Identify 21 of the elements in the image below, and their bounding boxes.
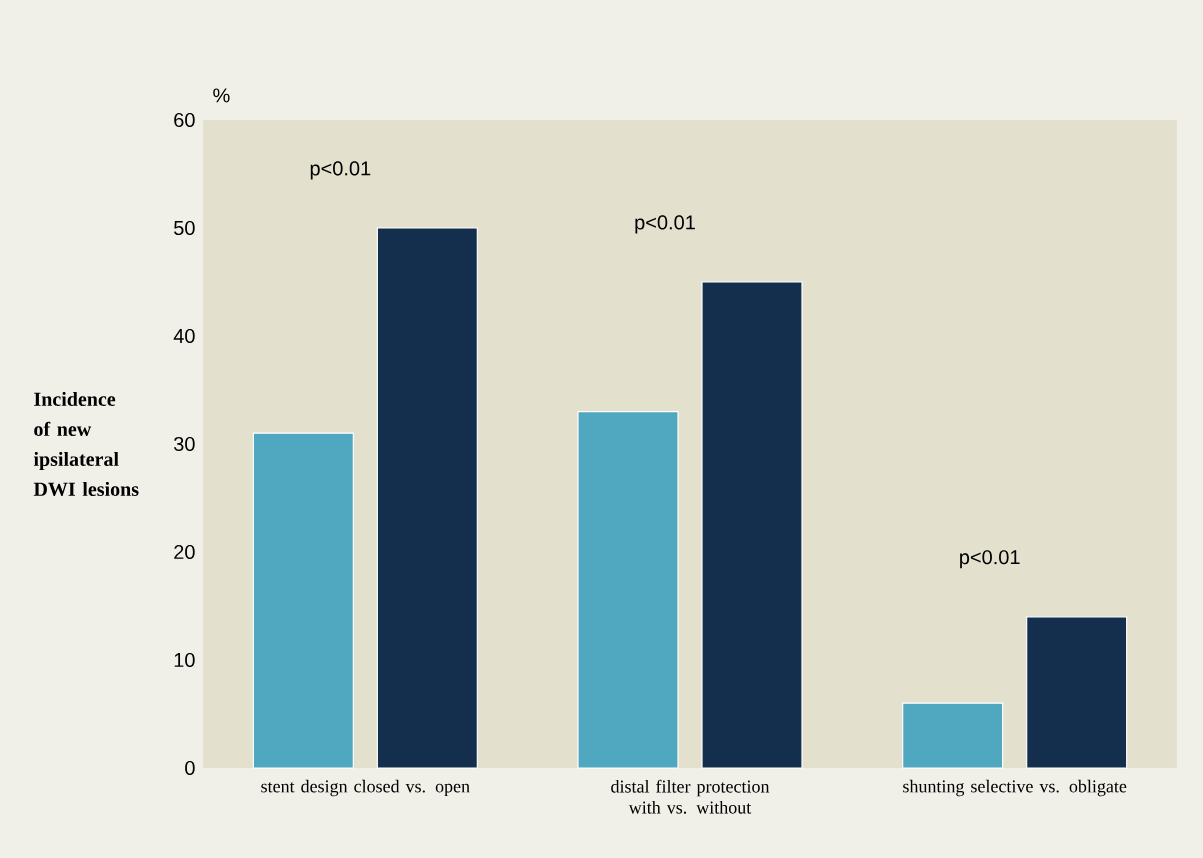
y-tick-label: 0 xyxy=(185,760,195,776)
annotation: p<0.01 xyxy=(310,161,371,180)
y-tick-label: 20 xyxy=(174,544,195,560)
bar xyxy=(1026,616,1128,769)
bar xyxy=(577,410,679,769)
bar xyxy=(701,281,803,769)
bar xyxy=(902,702,1004,769)
y-tick-label: 50 xyxy=(174,220,195,236)
x-tick-label: shunting selective vs. obligate xyxy=(903,779,1127,797)
annotation: p<0.01 xyxy=(635,215,695,234)
y-tick-label: 40 xyxy=(173,328,195,344)
annotation: p<0.01 xyxy=(960,550,1020,569)
x-tick-label: stent design closed vs. open xyxy=(261,779,470,797)
y-tick-label: 10 xyxy=(174,652,195,668)
x-tick-label: distal filter protection with vs. without xyxy=(611,779,770,814)
text: % xyxy=(213,88,230,103)
bar xyxy=(376,227,478,769)
y-axis-title: Incidence of new ipsilateral DWI lesions xyxy=(33,391,139,497)
y-tick-label: 60 xyxy=(174,112,195,128)
y-tick-label: 30 xyxy=(173,436,195,452)
bar xyxy=(252,432,354,769)
